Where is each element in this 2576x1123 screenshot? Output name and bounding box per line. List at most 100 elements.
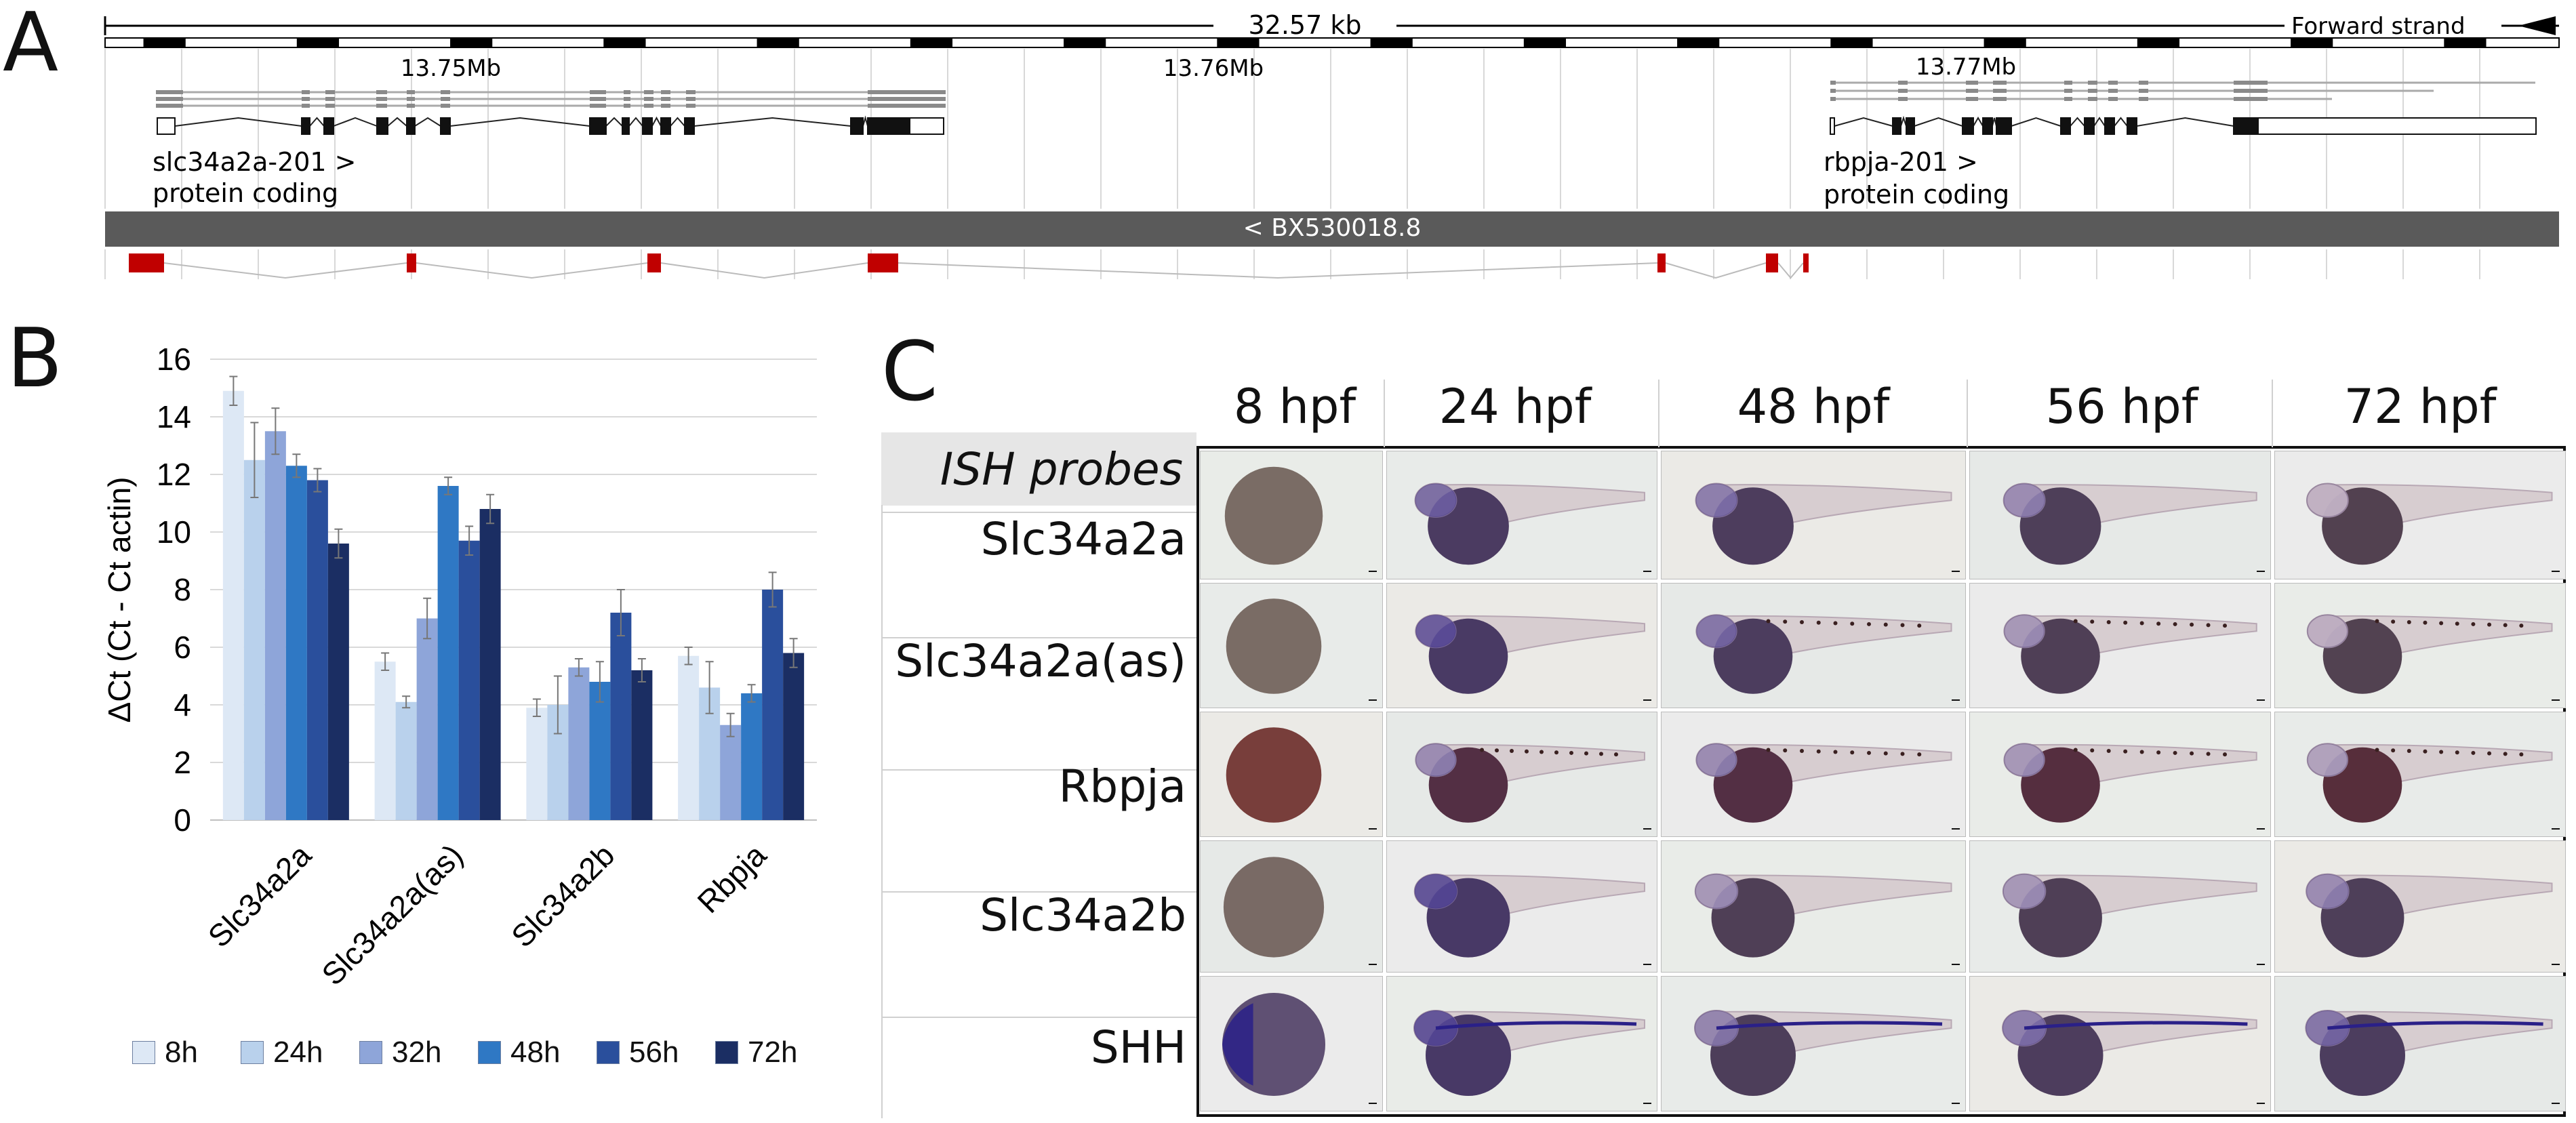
head <box>2306 614 2349 649</box>
ish-column-header: 72 hpf <box>2343 379 2497 434</box>
head-stain <box>1415 615 1456 648</box>
pigment-dot <box>2487 622 2492 627</box>
head-stain <box>1415 483 1457 517</box>
evidence-block <box>2108 81 2118 85</box>
intron-line <box>628 117 643 127</box>
position-label-1: 13.75Mb <box>401 55 501 82</box>
pigment-dot <box>2391 619 2396 624</box>
evidence-block <box>1898 97 1908 101</box>
ruler-segment <box>603 38 646 47</box>
evidence-block <box>868 90 946 94</box>
embryo-ball <box>1226 727 1322 823</box>
evidence-block <box>624 97 630 101</box>
transcript2-type: protein coding <box>1824 180 2009 209</box>
intron-line <box>1834 117 1893 127</box>
y-tick-label: 12 <box>157 457 191 492</box>
lnc-intron-line <box>1665 262 1767 279</box>
lnc-intron-line <box>416 262 648 279</box>
intron-line <box>2136 117 2234 127</box>
ish-row-label: SHH <box>1090 1021 1186 1074</box>
evidence-block <box>1830 97 1836 101</box>
legend-swatch <box>478 1041 501 1064</box>
antisense-gene-model <box>129 253 1809 279</box>
gene-model-slc34a2a <box>157 115 944 135</box>
legend-label: 72h <box>748 1036 798 1069</box>
lnc-exon <box>868 253 898 272</box>
yolk-stain <box>1426 878 1510 958</box>
transcript-slc34a2a <box>156 90 946 135</box>
evidence-block <box>407 104 415 108</box>
exon <box>323 117 334 135</box>
pigment-dot <box>2156 750 2161 755</box>
pigment-dot <box>2519 752 2524 757</box>
row-divider <box>881 891 1196 893</box>
head <box>1415 743 1457 777</box>
ish-embryo-image <box>1200 583 1383 708</box>
bar <box>479 509 501 820</box>
ish-embryo-image <box>1969 583 2271 708</box>
exon <box>2104 117 2115 135</box>
pigment-dot <box>2206 752 2211 756</box>
x-tick-label: Slc34a2a <box>201 837 319 954</box>
evidence-block <box>156 104 183 108</box>
head <box>1695 743 1737 777</box>
evidence-block <box>1830 81 1836 85</box>
chart-bars <box>222 375 805 820</box>
antisense-track-bar <box>105 211 2559 247</box>
pigment-dot <box>2156 621 2161 626</box>
exon <box>2233 117 2259 135</box>
position-label-2: 13.76Mb <box>1163 55 1264 82</box>
pigment-dot <box>1917 752 1922 757</box>
evidence-block <box>2064 81 2072 85</box>
ruler-segment <box>296 38 340 47</box>
evidence-block <box>1898 81 1908 85</box>
y-tick-label: 4 <box>174 687 191 722</box>
head-stain <box>2004 615 2045 648</box>
pigment-dot <box>2090 619 2095 624</box>
evidence-block <box>376 97 387 101</box>
pigment-dot <box>1510 748 1514 753</box>
intron-line <box>1900 115 1907 127</box>
exon <box>909 117 944 135</box>
intron-line <box>605 117 623 127</box>
yolk-stain <box>2021 618 2100 694</box>
head-stain <box>2307 615 2348 648</box>
evidence-block <box>2088 97 2097 101</box>
pigment-dot <box>2090 748 2095 753</box>
pigment-dot <box>2455 621 2459 626</box>
pigment-dot <box>2073 748 2078 752</box>
scale-bar <box>1369 571 1377 572</box>
pigment-dot <box>1766 619 1771 624</box>
head-stain <box>1695 483 1737 517</box>
legend-label: 32h <box>392 1036 442 1069</box>
intron-line <box>309 117 325 127</box>
intron-line <box>333 117 378 127</box>
pigment-dot <box>2439 750 2444 754</box>
evidence-block <box>302 90 310 94</box>
lnc-intron-line <box>163 262 407 279</box>
ish-embryo-image <box>1386 451 1657 579</box>
lnc-intron-line <box>1777 262 1804 279</box>
pigment-dot <box>2223 752 2228 757</box>
evidence-block <box>441 90 450 94</box>
scale-bar <box>2257 1103 2265 1104</box>
scale-bar <box>1643 699 1651 701</box>
stain-overlay <box>1226 598 1322 694</box>
bar <box>243 460 265 820</box>
exon <box>1996 117 2012 135</box>
pigment-dot <box>2223 624 2228 628</box>
exon <box>642 117 653 135</box>
scale-bar <box>1369 964 1377 965</box>
evidence-block <box>624 104 630 108</box>
head <box>1695 483 1738 518</box>
head-stain <box>2307 743 2348 777</box>
panel-label-a: A <box>3 0 59 90</box>
head-stain <box>1696 743 1737 777</box>
exon <box>2127 117 2137 135</box>
lnc-exon <box>1657 253 1666 272</box>
evidence-block <box>644 97 653 101</box>
evidence-block <box>376 90 387 94</box>
scale-bar <box>2257 571 2265 572</box>
pigment-dot <box>1783 619 1788 624</box>
